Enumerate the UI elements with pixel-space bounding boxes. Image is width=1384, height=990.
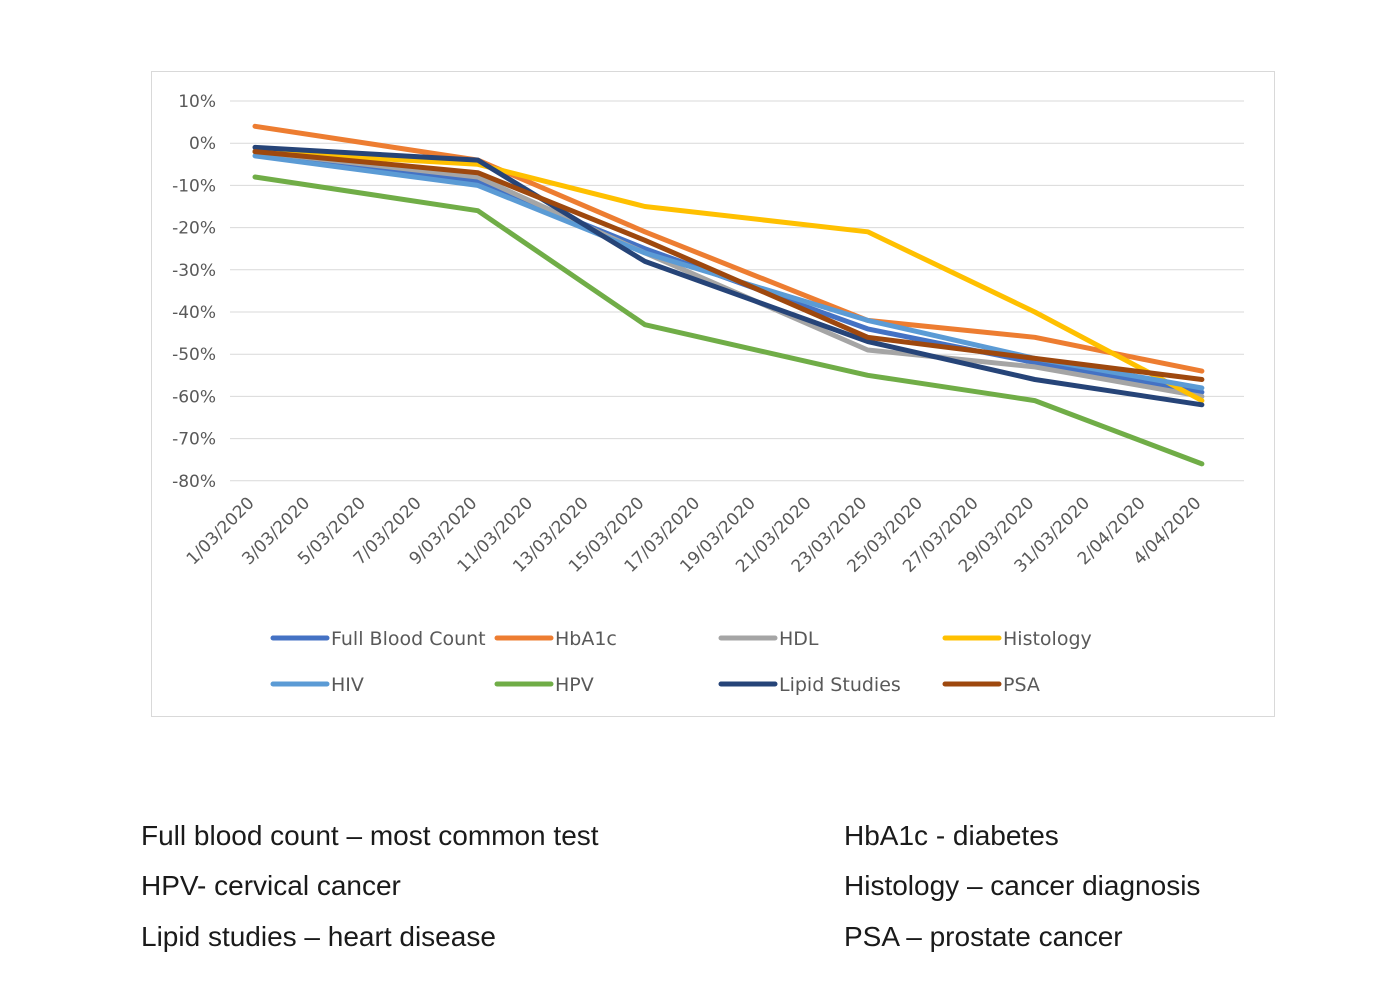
legend-label-hpv: HPV [555,674,594,696]
y-tick-label: -50% [172,345,216,365]
legend-label-lipid-studies: Lipid Studies [779,674,901,696]
y-tick-label: -80% [172,472,216,492]
line-chart: 10% 0% -10% -20% -30% -40% -50% -60% -70% -80% 1/… [172,92,1244,696]
y-tick-label: 10% [178,92,216,112]
legend-label-hiv: HIV [331,674,364,696]
series-line-hiv [252,153,1205,391]
series-line-psa [252,149,1205,382]
series-line-full-blood-count [252,149,1205,395]
y-tick-label: -10% [172,176,216,196]
series-line-lipid-studies [252,144,1205,408]
note-lipid-studies: Lipid studies – heart disease [141,921,496,952]
series-lines [252,123,1205,467]
y-axis-ticks: 10% 0% -10% -20% -30% -40% -50% -60% -70% -80% [172,92,216,492]
y-tick-label: -20% [172,219,216,239]
note-histology: Histology – cancer diagnosis [844,870,1201,901]
y-tick-label: -30% [172,261,216,281]
y-tick-label: -60% [172,387,216,407]
legend-label-full-blood-count: Full Blood Count [331,628,486,650]
y-tick-label: 0% [189,134,216,154]
legend-label-hba1c: HbA1c [555,628,617,650]
y-tick-label: -70% [172,430,216,450]
series-line-hba1c [252,123,1205,374]
y-tick-label: -40% [172,303,216,323]
chart-area: 10% 0% -10% -20% -30% -40% -50% -60% -70% -80% 1/… [151,71,1275,717]
note-hba1c: HbA1c - diabetes [844,820,1059,851]
note-hpv: HPV- cervical cancer [141,870,401,901]
series-line-histology [252,149,1205,404]
note-psa: PSA – prostate cancer [844,921,1123,952]
legend-label-histology: Histology [1003,628,1092,650]
note-full-blood-count: Full blood count – most common test [141,820,599,851]
series-line-hpv [252,174,1205,467]
legend-label-hdl: HDL [779,628,819,650]
legend-label-psa: PSA [1003,674,1040,696]
legend: Full Blood Count HbA1c HDL Histology HIV HPV L… [270,628,1092,696]
x-axis-ticks: 1/03/20203/03/20205/03/20207/03/20209/03… [183,493,1206,576]
